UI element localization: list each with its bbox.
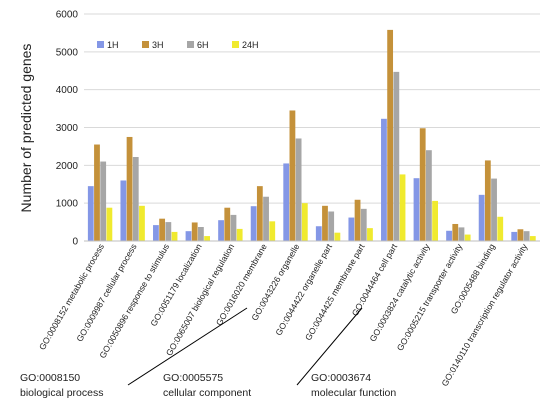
- bar: [446, 230, 452, 241]
- category-label: GO:0044425 membrane part: [303, 241, 367, 342]
- bar: [263, 196, 269, 241]
- bar: [452, 223, 459, 241]
- bar: [497, 216, 504, 241]
- y-axis-label: Number of predicted genes: [18, 44, 34, 213]
- bar: [100, 161, 107, 241]
- bar: [301, 203, 308, 241]
- y-tick-label: 2000: [56, 161, 79, 172]
- bar: [120, 180, 127, 241]
- y-tick-label: 5000: [56, 47, 79, 58]
- category-label: GO:0044422 organelle part: [273, 241, 334, 337]
- legend-swatch: [232, 41, 239, 48]
- category-label: GO:0003824 catalytic activity: [367, 241, 432, 343]
- bars: [87, 29, 536, 241]
- bar: [484, 160, 491, 241]
- bar: [393, 71, 400, 241]
- bar: [269, 221, 276, 241]
- category-label: GO:0005215 transporter activity: [395, 241, 465, 352]
- bar: [204, 236, 210, 241]
- bar: [295, 138, 302, 241]
- legend-label: 6H: [197, 40, 209, 50]
- group-name: biological process: [20, 387, 103, 399]
- bar: [432, 200, 438, 241]
- y-tick-label: 3000: [56, 123, 79, 134]
- bar: [94, 144, 100, 241]
- bar: [315, 226, 322, 241]
- bar: [159, 218, 166, 241]
- bar: [529, 236, 536, 241]
- legend-swatch: [97, 41, 104, 48]
- bar: [523, 231, 530, 241]
- bar: [191, 222, 198, 241]
- bar: [413, 178, 420, 241]
- legend-swatch: [142, 41, 149, 48]
- bar: [354, 199, 361, 241]
- y-tick-label: 6000: [56, 10, 79, 21]
- bar: [289, 110, 296, 241]
- legend-label: 1H: [107, 40, 119, 50]
- group-name: cellular component: [163, 387, 251, 399]
- bar: [381, 118, 387, 241]
- bar: [256, 186, 263, 241]
- bar: [250, 206, 257, 241]
- bar: [328, 211, 335, 241]
- bar: [224, 207, 231, 241]
- bar: [153, 225, 159, 241]
- bar: [322, 205, 328, 241]
- legend-swatch: [187, 41, 194, 48]
- bar: [126, 136, 133, 241]
- bar: [464, 234, 471, 241]
- bar: [478, 194, 485, 241]
- bar: [283, 163, 290, 241]
- y-tick-label: 4000: [56, 85, 79, 96]
- legend-label: 3H: [152, 40, 164, 50]
- legend: 1H 3H 6H 24H: [97, 40, 259, 50]
- bar: [334, 232, 341, 241]
- bar: [517, 229, 524, 241]
- bar: [511, 231, 518, 241]
- bar: [165, 222, 172, 241]
- bar: [106, 207, 113, 241]
- gridlines: [84, 13, 540, 242]
- bar: [87, 186, 94, 241]
- bar: [348, 217, 355, 241]
- group-code: GO:0003674: [311, 372, 371, 384]
- group-separators: [127, 307, 363, 386]
- bar: [387, 29, 394, 241]
- category-label: GO:0009987 cellular process: [74, 242, 138, 343]
- bar: [230, 214, 237, 241]
- bar: [218, 220, 224, 241]
- bar: [399, 174, 406, 241]
- y-tick-label: 1000: [56, 199, 79, 210]
- bar: [198, 227, 204, 241]
- group-labels: GO:0008150 biological process GO:0005575 ce…: [20, 372, 396, 399]
- category-label: GO:0065007 biological regulation: [164, 242, 237, 358]
- bar: [458, 227, 465, 241]
- y-tick-label: 0: [72, 237, 78, 248]
- bar: [236, 228, 243, 241]
- y-axis-ticks: 0 1000 2000 3000 4000 5000 6000: [56, 10, 79, 248]
- bar: [139, 205, 145, 241]
- group-name: molecular function: [311, 387, 396, 399]
- group-separator-line: [296, 307, 363, 386]
- category-label: GO:0008152 metabolic process: [37, 242, 106, 352]
- group-code: GO:0008150: [20, 372, 80, 384]
- bar: [132, 157, 139, 241]
- bar: [367, 228, 373, 241]
- bar: [360, 208, 367, 241]
- bar: [185, 231, 192, 241]
- group-code: GO:0005575: [163, 372, 223, 384]
- group-separator-line: [127, 307, 248, 386]
- bar: [419, 128, 426, 241]
- bar: [171, 231, 178, 241]
- bar: [491, 178, 497, 241]
- legend-label: 24H: [242, 40, 259, 50]
- bar: [426, 150, 432, 241]
